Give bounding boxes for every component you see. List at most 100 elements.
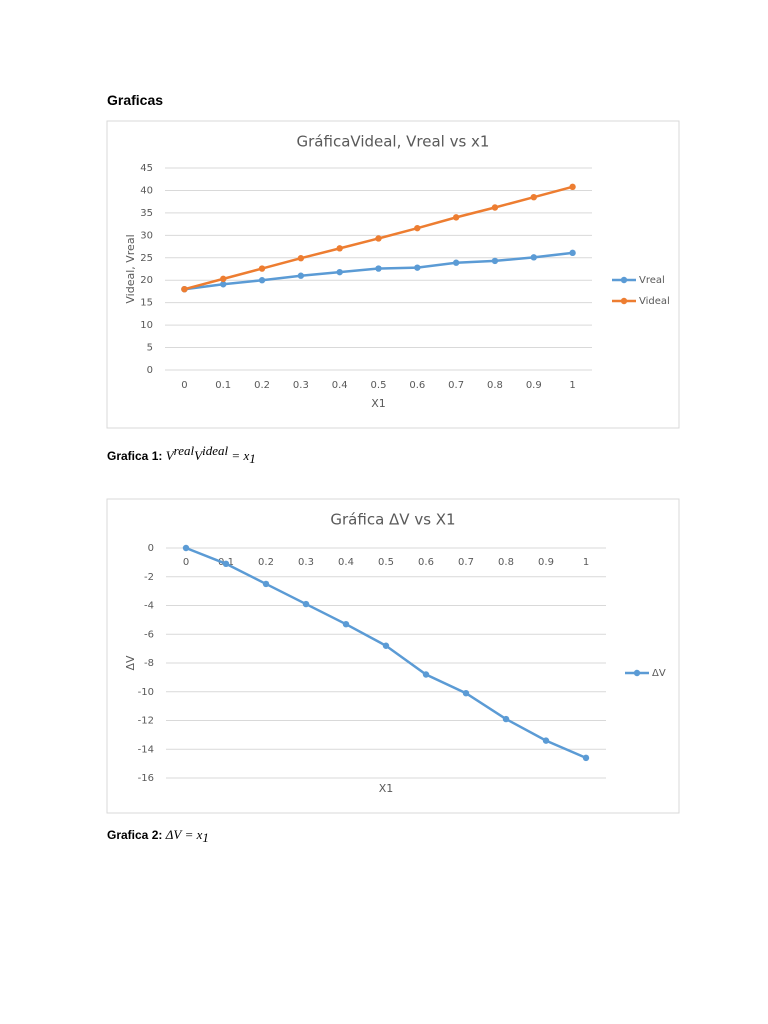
y-tick-label: -6: [144, 629, 154, 640]
legend-label: ΔV: [652, 668, 666, 679]
legend-marker: [620, 297, 628, 305]
x-axis-title: X1: [379, 782, 394, 795]
chart-title: Gráfica ΔV vs X1: [330, 511, 455, 529]
x-tick-label: 0.6: [418, 557, 434, 568]
x-tick-label: 0: [183, 557, 189, 568]
formula: = x: [231, 448, 250, 463]
caption: Grafica 2: ΔV = x1: [107, 827, 209, 846]
formula: 1: [202, 830, 209, 846]
x-tick-label: 1: [569, 380, 575, 391]
y-axis-title: Videal, Vreal: [124, 234, 137, 303]
data-point: [569, 183, 576, 191]
y-axis-title: ΔV: [124, 655, 137, 671]
chart-frame: [106, 120, 680, 429]
data-point: [181, 286, 188, 293]
y-tick-label: -12: [138, 716, 154, 727]
data-point: [462, 689, 470, 697]
y-tick-label: 10: [140, 320, 153, 331]
data-point: [491, 204, 499, 211]
formula: V: [165, 448, 174, 463]
x-tick-label: 1: [583, 557, 589, 568]
data-point: [542, 737, 550, 744]
data-point: [342, 620, 350, 628]
x-tick-label: 0.2: [258, 557, 274, 568]
data-point: [182, 544, 190, 552]
y-tick-label: 30: [140, 230, 153, 241]
formula: V: [194, 448, 203, 463]
data-point: [422, 671, 430, 678]
data-point: [502, 715, 510, 723]
y-tick-label: -10: [138, 687, 154, 698]
formula: ideal: [202, 443, 229, 458]
x-tick-label: 0.9: [538, 557, 554, 568]
y-tick-label: 25: [140, 253, 153, 264]
x-tick-label: 0.3: [293, 380, 309, 391]
data-point: [414, 264, 421, 271]
data-point: [258, 277, 266, 284]
y-tick-label: 40: [140, 185, 153, 196]
data-point: [258, 265, 266, 272]
data-point: [302, 600, 310, 608]
y-tick-label: 0: [147, 365, 153, 376]
data-point: [297, 255, 305, 262]
y-tick-label: 35: [140, 208, 153, 219]
data-point: [220, 275, 227, 283]
x-tick-label: 0.1: [215, 380, 231, 391]
y-tick-label: -4: [144, 601, 154, 612]
caption-label: Grafica 2:: [107, 828, 163, 842]
x-tick-label: 0.5: [378, 557, 394, 568]
y-tick-label: -8: [144, 658, 154, 669]
y-tick-label: 15: [140, 298, 153, 309]
data-point: [569, 249, 576, 257]
formula: 1: [249, 451, 256, 467]
legend-label: Vreal: [639, 275, 665, 286]
data-point: [582, 754, 590, 762]
data-point: [375, 235, 382, 242]
heading: Graficas: [107, 92, 164, 108]
data-point: [220, 281, 227, 288]
y-tick-label: 20: [140, 275, 153, 286]
data-point: [375, 265, 382, 272]
x-tick-label: 0.3: [298, 557, 314, 568]
data-point: [336, 245, 343, 252]
x-tick-label: 0.4: [332, 380, 348, 391]
x-tick-label: 0.4: [338, 557, 354, 568]
caption-label: Grafica 1:: [107, 449, 163, 463]
y-tick-label: 5: [147, 343, 153, 354]
x-tick-label: 0.7: [448, 380, 464, 391]
y-tick-label: -14: [138, 744, 154, 755]
data-point: [452, 214, 460, 221]
data-point: [222, 560, 230, 568]
x-tick-label: 0.7: [458, 557, 474, 568]
x-tick-label: 0.9: [526, 380, 542, 391]
x-tick-label: 0.5: [371, 380, 387, 391]
x-tick-label: 0.8: [487, 380, 503, 391]
legend-marker: [620, 276, 628, 284]
y-tick-label: -2: [144, 572, 154, 583]
x-tick-label: 0.8: [498, 557, 514, 568]
data-point: [452, 259, 460, 266]
chart-frame: [106, 498, 680, 814]
data-point: [530, 254, 537, 261]
data-point: [297, 272, 305, 279]
data-point: [262, 580, 270, 588]
x-tick-label: 0.2: [254, 380, 270, 391]
y-tick-label: -16: [138, 773, 154, 784]
data-point: [382, 642, 390, 649]
formula: = x: [184, 827, 203, 842]
legend-label: Videal: [639, 296, 670, 307]
data-point: [530, 193, 537, 201]
formula: ΔV: [165, 827, 182, 842]
data-point: [491, 257, 499, 265]
caption: Grafica 1: VrealVideal = x1: [107, 443, 256, 467]
data-point: [414, 224, 421, 232]
x-axis-title: X1: [371, 397, 386, 410]
chart-title: GráficaVideal, Vreal vs x1: [297, 133, 490, 151]
y-tick-label: 0: [148, 543, 154, 554]
formula: real: [173, 443, 195, 458]
legend-marker: [633, 669, 641, 677]
y-tick-label: 45: [140, 163, 153, 174]
data-point: [336, 268, 343, 276]
